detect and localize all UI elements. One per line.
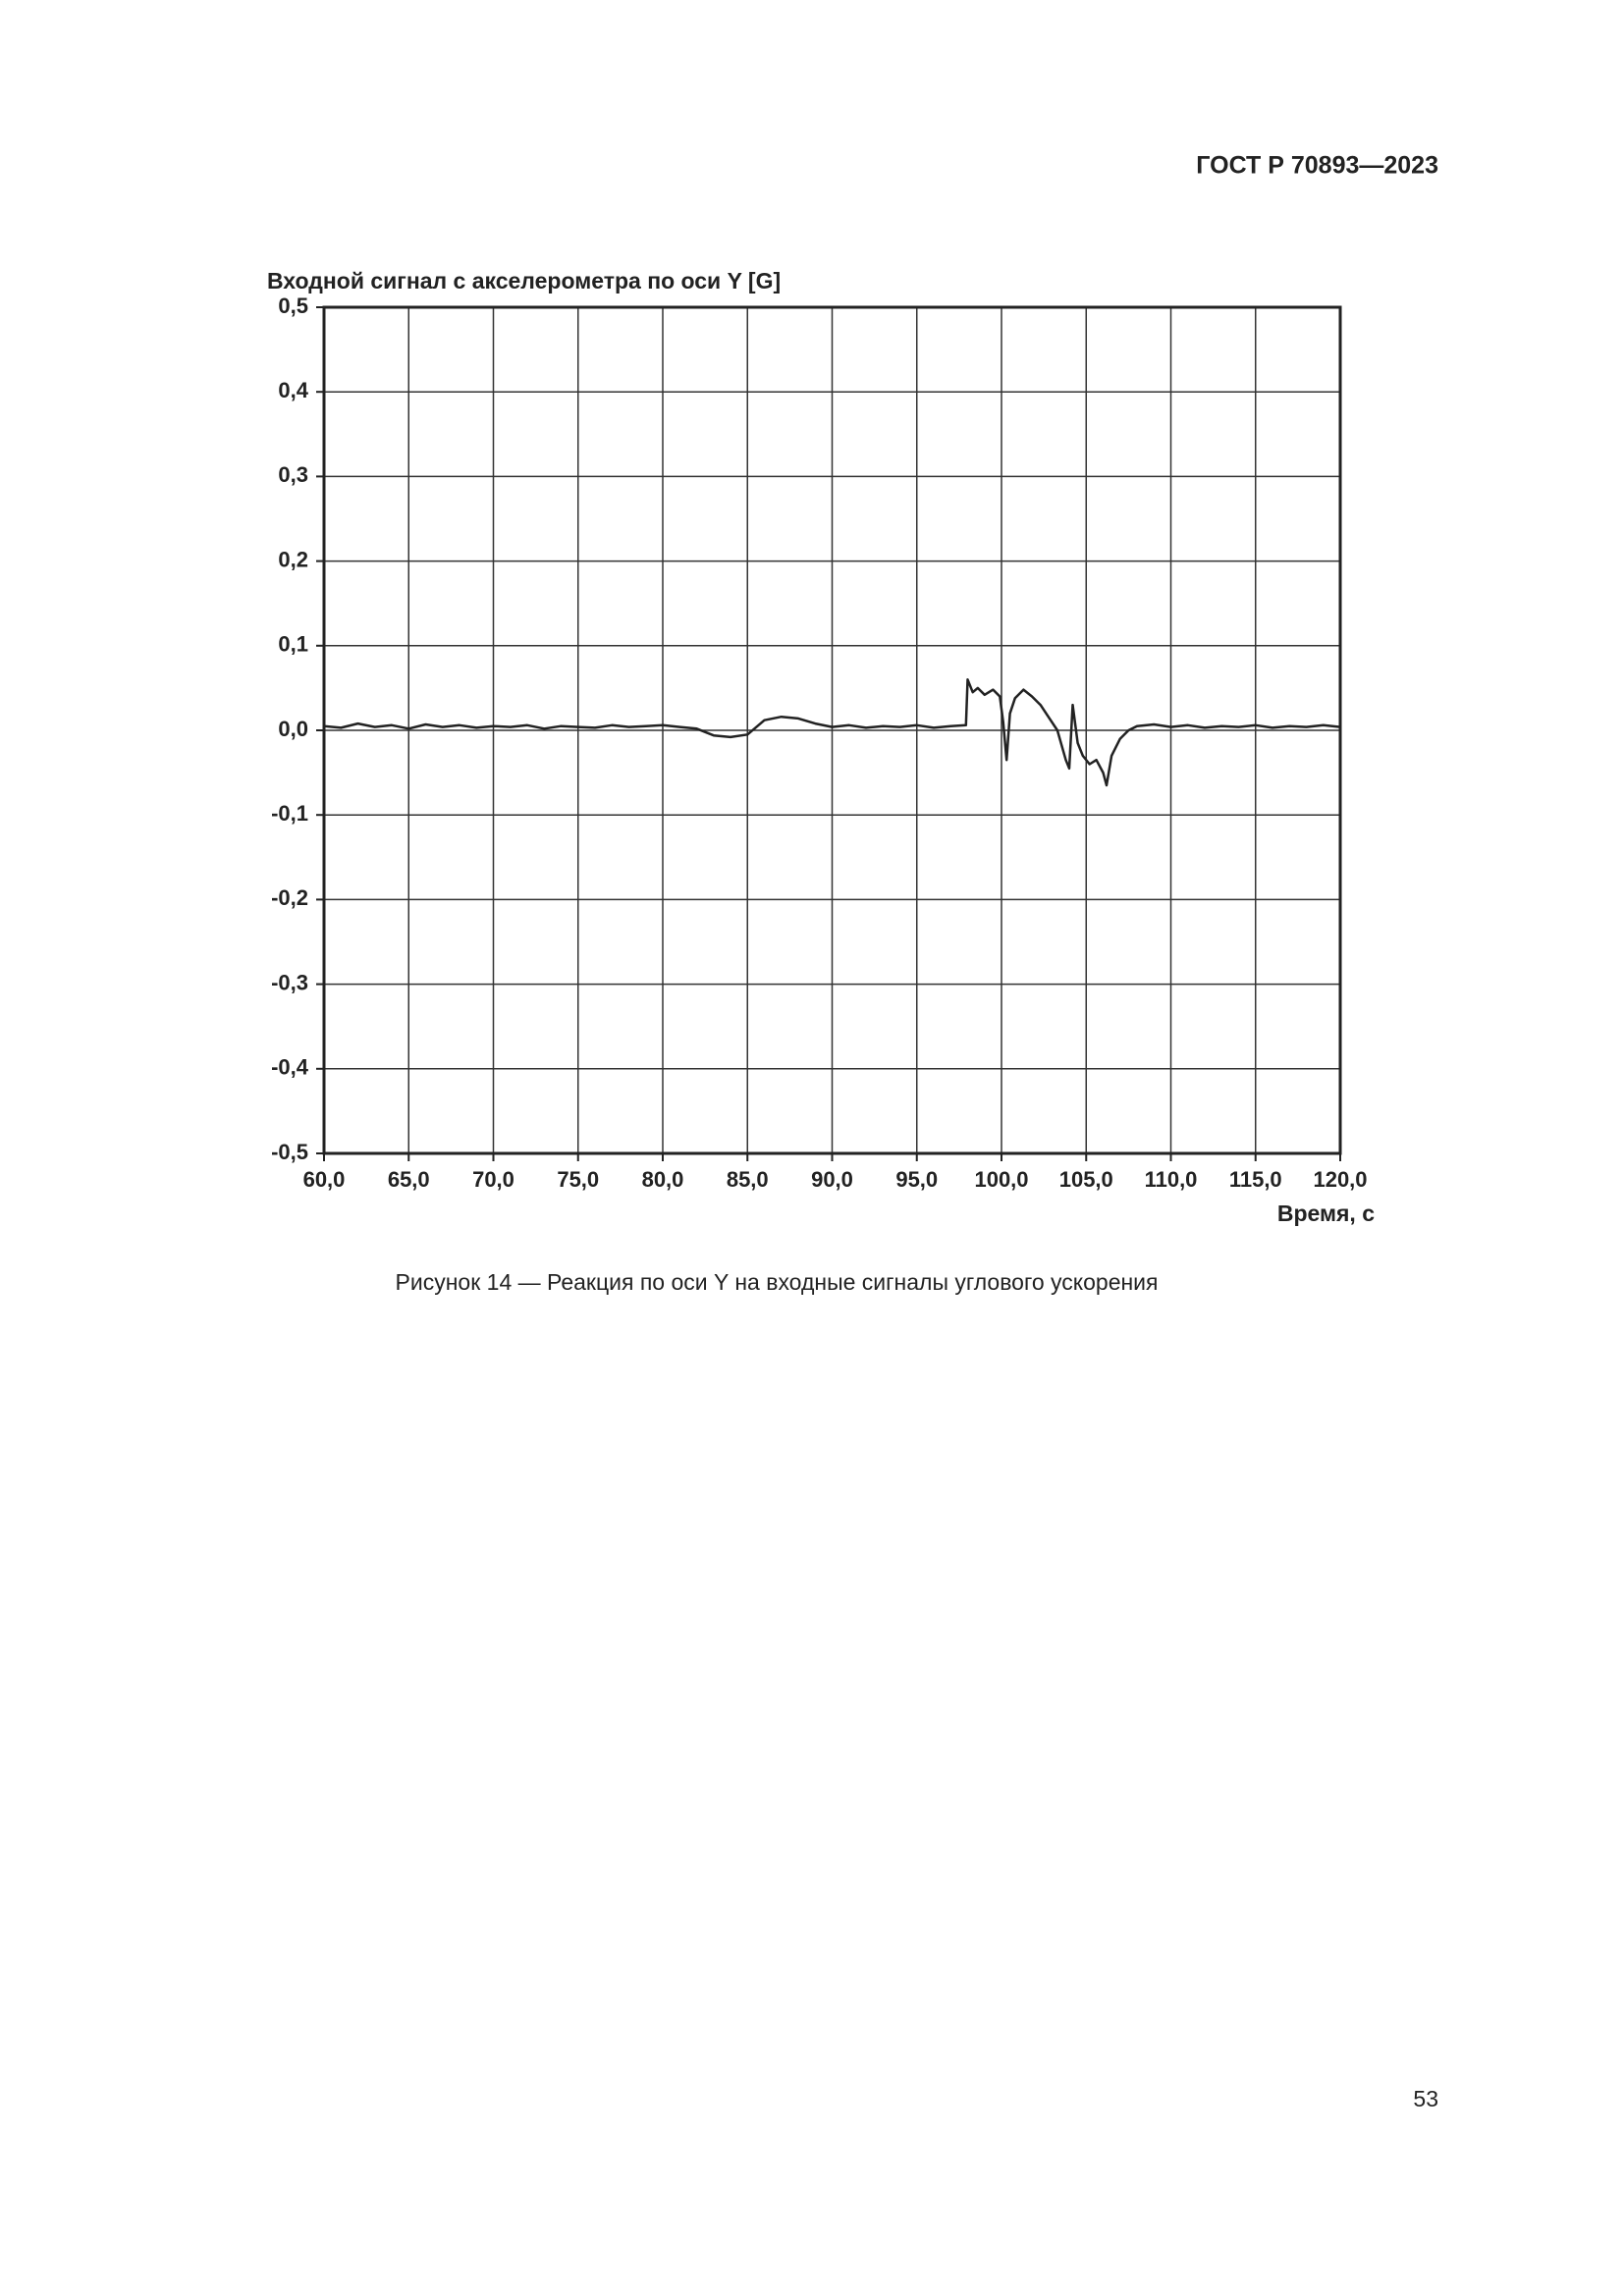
y-tick-label: -0,3 (271, 970, 308, 994)
x-axis-title: Время, с (1277, 1201, 1375, 1226)
signal-line (323, 678, 1341, 787)
y-tick-label: 0,3 (278, 462, 308, 487)
y-tick-label: 0,5 (278, 294, 308, 318)
x-tick-label: 105,0 (1059, 1167, 1113, 1192)
x-tick-label: 75,0 (557, 1167, 599, 1192)
x-tick-label: 60,0 (303, 1167, 346, 1192)
y-tick-label: 0,4 (278, 378, 308, 402)
y-tick-label: -0,4 (271, 1055, 309, 1080)
y-tick-label: 0,1 (278, 632, 308, 657)
x-tick-label: 95,0 (895, 1167, 938, 1192)
y-tick-label: -0,5 (271, 1140, 308, 1164)
y-tick-label: -0,1 (271, 801, 308, 826)
x-tick-label: 110,0 (1145, 1167, 1198, 1192)
figure-caption: Рисунок 14 — Реакция по оси Y на входные… (396, 1269, 1159, 1295)
x-tick-label: 120,0 (1313, 1167, 1367, 1192)
x-tick-label: 85,0 (727, 1167, 769, 1192)
x-tick-label: 90,0 (811, 1167, 853, 1192)
header-title: ГОСТ Р 70893—2023 (1196, 152, 1438, 180)
y-axis-title: Входной сигнал с акселерометра по оси Y … (267, 268, 781, 294)
plot-frame (322, 305, 1342, 1155)
page-number: 53 (1413, 2086, 1438, 2111)
y-tick-label: 0,2 (278, 547, 308, 571)
x-tick-label: 70,0 (472, 1167, 514, 1192)
x-tick-label: 115,0 (1229, 1167, 1282, 1192)
x-tick-label: 80,0 (642, 1167, 684, 1192)
x-tick-label: 65,0 (388, 1167, 430, 1192)
x-tick-label: 100,0 (974, 1167, 1028, 1192)
y-tick-label: 0,0 (278, 717, 308, 741)
y-tick-label: -0,2 (271, 885, 308, 910)
